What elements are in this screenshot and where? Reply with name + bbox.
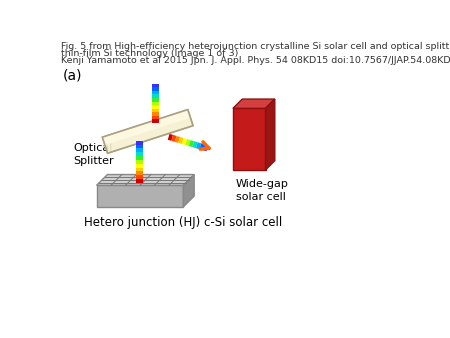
Bar: [152, 91, 159, 94]
Polygon shape: [185, 139, 191, 146]
Polygon shape: [182, 138, 187, 145]
Bar: [152, 101, 159, 105]
Polygon shape: [199, 143, 205, 150]
Bar: [136, 164, 143, 168]
Bar: [152, 87, 159, 91]
Text: Fig. 5 from High-efficiency heterojunction crystalline Si solar cell and optical: Fig. 5 from High-efficiency heterojuncti…: [61, 42, 450, 51]
Bar: [136, 168, 143, 171]
Polygon shape: [193, 141, 198, 148]
Polygon shape: [102, 110, 193, 153]
Polygon shape: [97, 174, 194, 185]
Polygon shape: [175, 136, 180, 143]
Bar: [97, 185, 183, 207]
Bar: [136, 148, 143, 152]
Polygon shape: [196, 142, 201, 149]
Bar: [136, 156, 143, 160]
Bar: [136, 160, 143, 164]
Bar: [136, 175, 143, 179]
Bar: [136, 141, 143, 145]
Bar: [152, 109, 159, 112]
Polygon shape: [233, 99, 275, 108]
Polygon shape: [178, 137, 184, 144]
Polygon shape: [183, 174, 194, 207]
Polygon shape: [203, 144, 208, 151]
Bar: [136, 171, 143, 175]
Polygon shape: [168, 134, 173, 141]
Text: Wide-gap
solar cell: Wide-gap solar cell: [236, 179, 289, 202]
Polygon shape: [189, 140, 194, 147]
Bar: [152, 105, 159, 109]
Bar: [136, 145, 143, 148]
Polygon shape: [266, 99, 275, 170]
Bar: [152, 94, 159, 98]
Bar: [152, 84, 159, 87]
Bar: [136, 152, 143, 156]
Polygon shape: [233, 108, 266, 170]
Text: Hetero junction (HJ) c-Si solar cell: Hetero junction (HJ) c-Si solar cell: [84, 216, 283, 229]
Text: thin-film Si technology (Image 1 of 3): thin-film Si technology (Image 1 of 3): [61, 49, 238, 58]
Polygon shape: [171, 135, 176, 142]
Polygon shape: [102, 110, 190, 145]
Text: Kenji Yamamoto et al 2015 Jpn. J. Appl. Phys. 54 08KD15 doi:10.7567/JJAP.54.08KD: Kenji Yamamoto et al 2015 Jpn. J. Appl. …: [61, 56, 450, 65]
Bar: [152, 119, 159, 123]
Text: Optical
Splitter: Optical Splitter: [73, 143, 114, 166]
Text: (a): (a): [63, 68, 82, 82]
Bar: [152, 116, 159, 119]
Bar: [152, 98, 159, 101]
Bar: [152, 112, 159, 116]
Bar: [136, 179, 143, 183]
